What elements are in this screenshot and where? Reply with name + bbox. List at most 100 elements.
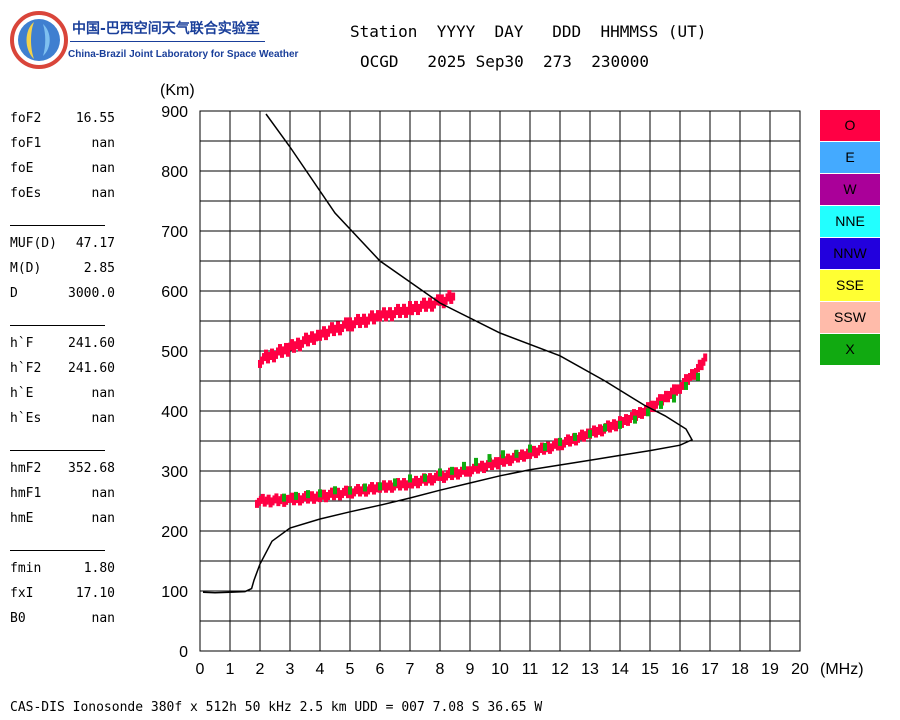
x-tick-label: 16 xyxy=(671,661,689,678)
x-tick-label: 6 xyxy=(376,661,385,678)
o-trace-point xyxy=(402,303,406,312)
o-trace-point xyxy=(274,493,279,502)
x-trace-point xyxy=(348,486,352,495)
x-trace-point xyxy=(450,466,454,475)
y-tick-label: 900 xyxy=(161,104,188,121)
o-trace-point xyxy=(480,460,484,469)
param-hmF1: hmF1 nan xyxy=(10,486,130,504)
o-trace-point xyxy=(296,337,300,346)
x-trace-point xyxy=(423,473,427,482)
logo-divider xyxy=(70,41,265,42)
o-trace-point xyxy=(598,424,602,433)
o-trace-point xyxy=(330,487,334,496)
x-tick-label: 7 xyxy=(406,661,415,678)
o-trace-point xyxy=(494,457,498,466)
param-key: h`F xyxy=(10,336,34,351)
x-tick-label: 17 xyxy=(701,661,719,678)
legend-item-SSE: SSE xyxy=(820,270,880,301)
o-trace-point xyxy=(414,300,418,309)
param-fxI: fxI 17.10 xyxy=(10,586,130,604)
o-trace-point xyxy=(532,445,536,454)
o-trace-point xyxy=(540,442,544,451)
o-trace-point xyxy=(344,317,348,326)
x-tick-label: 0 xyxy=(196,661,205,678)
x-trace-point xyxy=(474,457,478,466)
o-trace-point xyxy=(428,297,432,306)
o-trace-point xyxy=(451,292,456,301)
param-key: h`E xyxy=(10,386,34,401)
x-trace-point xyxy=(558,437,562,446)
o-trace-point xyxy=(439,294,444,303)
lab-logo: 中国-巴西空间天气联合实验室 China-Brazil Joint Labora… xyxy=(10,10,298,70)
x-tick-label: 15 xyxy=(641,661,659,678)
param-value: 352.68 xyxy=(68,461,115,476)
y-tick-label: 100 xyxy=(161,584,188,601)
param-value: nan xyxy=(91,511,115,526)
o-trace-point xyxy=(388,480,392,489)
o-trace-point xyxy=(566,434,570,443)
o-trace-point xyxy=(356,484,360,492)
x-trace-point xyxy=(646,408,650,417)
param-hmF2: hmF2 352.68 xyxy=(10,461,130,479)
param-key: foEs xyxy=(10,186,42,201)
o-trace-point xyxy=(388,307,392,316)
x-trace-point xyxy=(393,478,397,487)
o-trace-point xyxy=(382,307,386,316)
o-trace-point xyxy=(348,317,352,326)
param-value: 47.17 xyxy=(75,236,115,251)
x-trace-point xyxy=(543,442,547,451)
o-trace-point xyxy=(330,322,334,331)
separator xyxy=(10,550,105,551)
param-value: nan xyxy=(91,411,115,426)
x-trace-point xyxy=(487,454,492,463)
param-value: 241.60 xyxy=(68,361,115,376)
param-value: nan xyxy=(91,486,115,501)
x-tick-label: 18 xyxy=(731,661,749,678)
o-trace-point xyxy=(260,493,265,502)
param-value: nan xyxy=(91,386,115,401)
legend-item-NNE: NNE xyxy=(820,206,880,237)
o-trace-point xyxy=(336,487,340,496)
x-trace-point xyxy=(333,486,337,495)
header-line2: OCGD 2025 Sep30 273 230000 xyxy=(360,52,649,71)
x-trace-point xyxy=(378,482,382,491)
x-trace-point xyxy=(573,432,577,441)
profile-line xyxy=(202,113,694,594)
o-trace-point xyxy=(278,344,282,353)
o-trace-point xyxy=(266,494,271,503)
o-trace-point xyxy=(264,349,268,358)
x-trace-point xyxy=(462,461,466,470)
x-tick-label: 1 xyxy=(226,661,235,678)
o-trace-point xyxy=(356,313,360,322)
o-trace-point xyxy=(428,473,432,482)
x-trace-point xyxy=(318,489,322,498)
x-tick-label: 12 xyxy=(551,661,569,678)
param-value: 2.85 xyxy=(83,261,115,276)
o-trace-point xyxy=(554,438,558,447)
o-trace-point xyxy=(396,478,400,487)
header-line1: Station YYYY DAY DDD HHMMSS (UT) xyxy=(350,22,707,41)
param-value: nan xyxy=(91,611,115,626)
param-value: 16.55 xyxy=(75,111,115,126)
param-foE: foE nan xyxy=(10,161,130,179)
x-tick-label: 13 xyxy=(581,661,599,678)
x-trace-point xyxy=(528,444,532,453)
x-trace-point xyxy=(363,483,367,492)
legend-item-NNW: NNW xyxy=(820,238,880,269)
plot-frame xyxy=(199,110,801,652)
x-trace-point xyxy=(588,429,592,438)
o-trace-point xyxy=(370,310,374,319)
o-trace-point xyxy=(520,449,524,458)
param-key: fxI xyxy=(10,586,34,601)
o-trace-point xyxy=(606,420,610,429)
o-trace-point xyxy=(612,419,616,428)
x-tick-label: 9 xyxy=(466,661,475,678)
param-value: 1.80 xyxy=(83,561,115,576)
x-trace-point xyxy=(633,415,637,424)
x-tick-label: 8 xyxy=(436,661,445,678)
o-trace-point xyxy=(362,313,366,322)
y-axis-label: (Km) xyxy=(160,82,195,99)
param-hmE: hmE nan xyxy=(10,511,130,529)
param-value: 3000.0 xyxy=(68,286,115,301)
